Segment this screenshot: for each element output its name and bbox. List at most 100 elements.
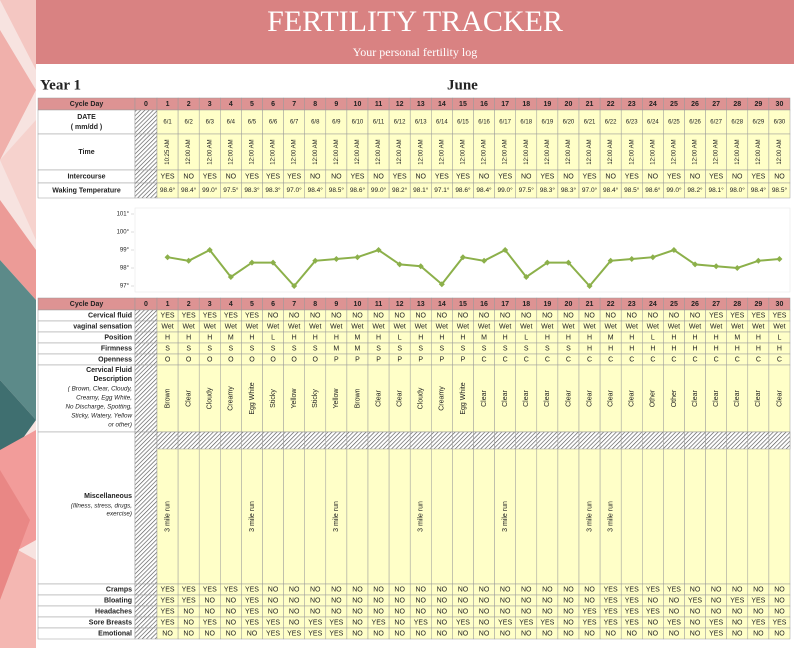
symptom-value: NO [479, 619, 490, 626]
cycle-day: 1 [166, 101, 170, 108]
fluid-description: Clear [523, 389, 530, 406]
symptom-value: YES [583, 619, 597, 626]
symptom-value: M [228, 334, 234, 341]
cycle-day: 19 [543, 301, 551, 308]
cycle-day: 2 [187, 301, 191, 308]
fluid-description: Clear [502, 389, 509, 406]
day-cell [747, 431, 770, 585]
temperature-line [167, 248, 780, 288]
temperature-point [417, 263, 424, 270]
symptom-value: Wet [267, 323, 279, 330]
intercourse: YES [583, 173, 597, 180]
row-label: Waking Temperature [52, 187, 121, 194]
cycle-day: 28 [733, 101, 741, 108]
symptom-value: Wet [583, 323, 595, 330]
hatched-cell [726, 431, 749, 450]
hatched-cell [388, 431, 411, 450]
symptom-value: S [376, 345, 381, 352]
hatched-cell [134, 594, 158, 607]
intercourse: YES [435, 173, 449, 180]
symptom-value: S [229, 345, 234, 352]
date: 6/14 [436, 120, 448, 126]
cycle-day: 8 [313, 101, 317, 108]
cycle-day: 25 [670, 301, 678, 308]
cycle-day: 18 [522, 101, 530, 108]
symptom-value: H [587, 345, 592, 352]
symptom-value: NO [521, 586, 532, 593]
symptom-value: H [629, 345, 634, 352]
symptom-value: Wet [562, 323, 574, 330]
cycle-day: 27 [712, 301, 720, 308]
fluid-description: Clear [185, 389, 192, 406]
fluid-description: Clear [375, 389, 382, 406]
day-cell [768, 431, 791, 585]
day-cell [536, 431, 559, 585]
symptom-value: NO [500, 630, 511, 637]
symptom-value: H [207, 334, 212, 341]
symptom-value: NO [183, 619, 194, 626]
symptom-value: NO [690, 619, 701, 626]
symptom-value: S [545, 345, 550, 352]
temperature: 98.3° [561, 186, 577, 194]
temperature-point [628, 256, 635, 262]
intercourse: NO [183, 173, 194, 180]
header-label: Cycle Day [70, 301, 104, 308]
hatched-cell [177, 431, 200, 450]
intercourse: YES [625, 173, 639, 180]
symptom-value: NO [542, 597, 553, 604]
hatched-cell [409, 431, 432, 450]
row-hint: Creamy, Egg White, [76, 395, 132, 402]
symptom-value: Wet [393, 323, 405, 330]
temperature-point [649, 254, 656, 261]
symptom-value: YES [751, 312, 765, 319]
hatched-cell [156, 431, 179, 450]
symptom-value: S [566, 345, 571, 352]
row-hint: ( Brown, Clear, Cloudy, [68, 386, 133, 393]
symptom-value: H [566, 334, 571, 341]
temperature: 98.5° [772, 186, 788, 194]
symptom-value: H [693, 334, 698, 341]
intercourse: YES [751, 173, 765, 180]
symptom-value: NO [500, 597, 511, 604]
temperature-point [502, 247, 509, 253]
symptom-value: NO [289, 608, 300, 615]
symptom-value: YES [224, 586, 238, 593]
cycle-day: 10 [354, 301, 362, 308]
symptom-value: S [313, 345, 318, 352]
hatched-cell [557, 431, 580, 450]
symptom-value: C [587, 356, 592, 363]
row-label: ( mm/dd ) [71, 124, 103, 131]
symptom-value: YES [203, 312, 217, 319]
day-cell [557, 431, 580, 585]
day-cell [283, 431, 305, 585]
date: 6/28 [731, 120, 743, 126]
date: 6/24 [647, 120, 659, 126]
time: 12:00 AM [461, 139, 467, 164]
symptom-value: S [186, 345, 191, 352]
symptom-value: NO [394, 586, 405, 593]
symptom-value: NO [732, 619, 743, 626]
symptom-value: S [461, 345, 466, 352]
cycle-day: 23 [628, 101, 636, 108]
year: Year 1 [40, 77, 81, 93]
symptom-value: Wet [182, 323, 194, 330]
symptom-value: NO [289, 597, 300, 604]
symptom-value: YES [245, 586, 259, 593]
symptom-value: NO [584, 586, 595, 593]
fluid-description: Creamy [228, 386, 235, 411]
symptom-value: C [671, 356, 676, 363]
symptom-value: NO [563, 312, 574, 319]
symptom-value: YES [456, 619, 470, 626]
cycle-day: 30 [776, 101, 784, 108]
row-hint: or other) [108, 422, 132, 429]
temperature: 98.6° [160, 186, 176, 194]
hatched-cell [134, 320, 158, 333]
symptom-value: H [439, 334, 444, 341]
temperature: 97.1° [434, 186, 450, 194]
temperature: 98.2° [687, 186, 703, 194]
hatched-cell [134, 342, 158, 355]
temperature: 97.0° [287, 186, 303, 194]
symptom-value: Wet [710, 323, 722, 330]
symptom-value: NO [226, 608, 237, 615]
